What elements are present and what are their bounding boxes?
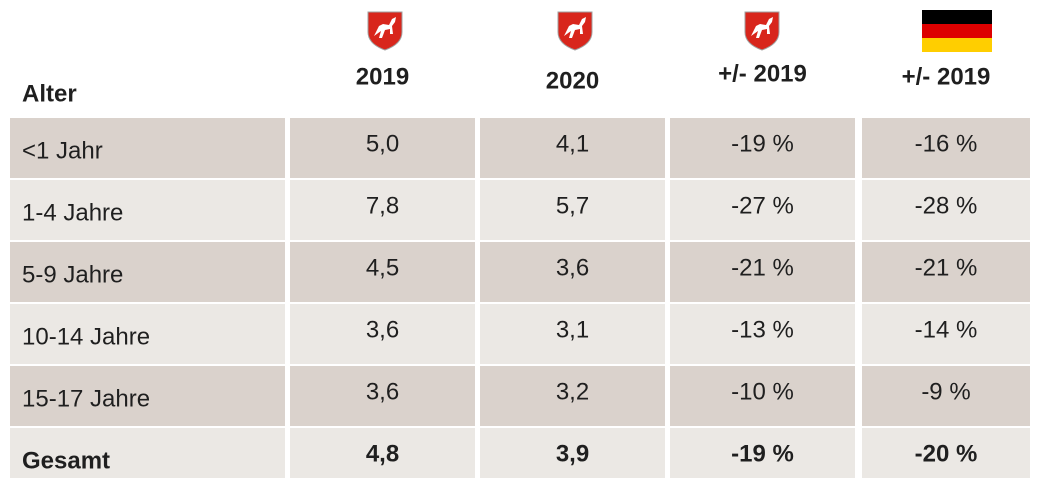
cell-background — [862, 304, 1030, 364]
cell: 4,8 — [366, 440, 399, 467]
cell-background — [10, 118, 285, 178]
niedersachsen-wappen — [744, 11, 780, 51]
cell-background — [480, 242, 665, 302]
cell: 4,1 — [556, 130, 589, 157]
cell: -21 % — [915, 254, 978, 281]
cell-background — [670, 118, 855, 178]
cell-background — [480, 118, 665, 178]
cell: -27 % — [731, 192, 794, 219]
cell-background — [862, 118, 1030, 178]
cell: 3,6 — [556, 254, 589, 281]
cell-background — [670, 242, 855, 302]
cell: 3,6 — [366, 316, 399, 343]
cell: 3,2 — [556, 378, 589, 405]
cell: -19 % — [731, 440, 794, 467]
column-header: 2019 — [356, 63, 409, 90]
cell-background — [290, 242, 475, 302]
cell: -14 % — [915, 316, 978, 343]
cell-background — [670, 428, 855, 478]
cell: 15-17 Jahre — [22, 385, 150, 412]
cell-background — [480, 304, 665, 364]
cell: -20 % — [915, 440, 978, 467]
cell-background — [862, 180, 1030, 240]
cell: Gesamt — [22, 447, 110, 474]
cell: 3,1 — [556, 316, 589, 343]
cell-background — [290, 118, 475, 178]
cell-background — [480, 366, 665, 426]
cell: -9 % — [921, 378, 970, 405]
column-header: 2020 — [546, 67, 599, 94]
cell-background — [480, 428, 665, 478]
cell: -10 % — [731, 378, 794, 405]
cell: -19 % — [731, 130, 794, 157]
cell-background — [290, 304, 475, 364]
niedersachsen-wappen — [367, 11, 403, 51]
cell: 5,7 — [556, 192, 589, 219]
column-header: +/- 2019 — [718, 60, 807, 87]
cell: 3,6 — [366, 378, 399, 405]
cell-background — [862, 242, 1030, 302]
cell: 4,5 — [366, 254, 399, 281]
cell-background — [10, 428, 285, 478]
cell-background — [10, 180, 285, 240]
column-header: Alter — [22, 80, 77, 107]
cell-background — [10, 304, 285, 364]
niedersachsen-wappen — [557, 11, 593, 51]
cell-background — [290, 180, 475, 240]
cell-background — [862, 366, 1030, 426]
cell-background — [480, 180, 665, 240]
cell: 5-9 Jahre — [22, 261, 123, 288]
cell-background — [670, 366, 855, 426]
column-header: +/- 2019 — [902, 63, 991, 90]
cell-background — [10, 366, 285, 426]
cell: -21 % — [731, 254, 794, 281]
cell: 10-14 Jahre — [22, 323, 150, 350]
cell: -13 % — [731, 316, 794, 343]
cell-background — [670, 304, 855, 364]
cell-background — [670, 180, 855, 240]
cell-background — [290, 428, 475, 478]
cell: 1-4 Jahre — [22, 199, 123, 226]
cell: -28 % — [915, 192, 978, 219]
deutschland-flagge — [922, 10, 992, 52]
cell: 7,8 — [366, 192, 399, 219]
cell-background — [862, 428, 1030, 478]
cell-background — [10, 242, 285, 302]
cell: <1 Jahr — [22, 137, 103, 164]
cell: -16 % — [915, 130, 978, 157]
cell-background — [290, 366, 475, 426]
cell: 5,0 — [366, 130, 399, 157]
cell: 3,9 — [556, 440, 589, 467]
